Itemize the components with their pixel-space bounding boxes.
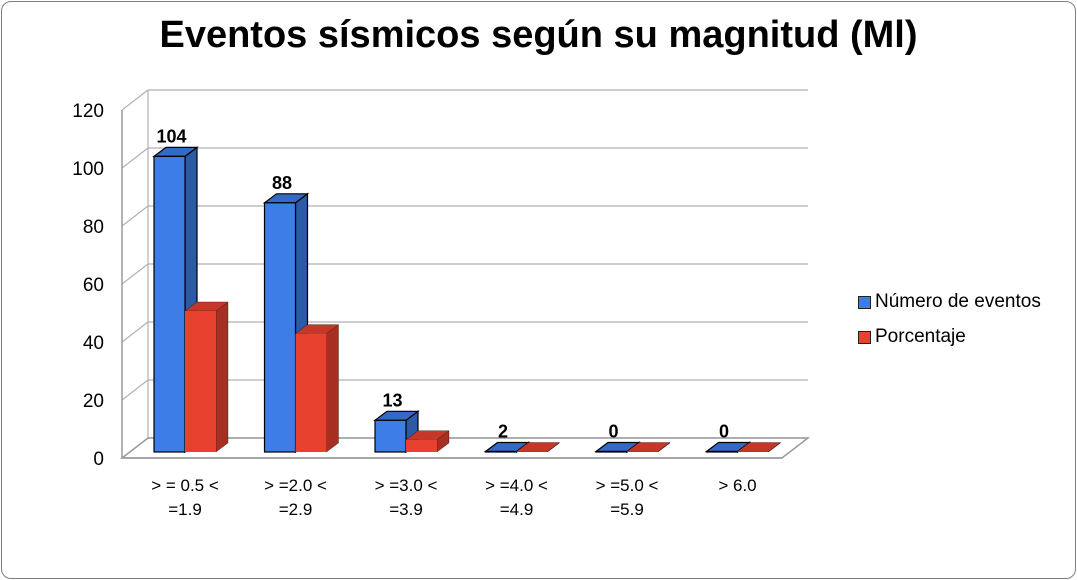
data-label: 2 — [498, 422, 508, 442]
x-category-label-3: > =4.0 < =4.9 — [485, 476, 548, 519]
legend-swatch-eventos — [858, 295, 871, 309]
y-tick-label: 40 — [83, 333, 104, 354]
x-axis-categories: > = 0.5 < =1.9 > =2.0 < =2.9 > =3.0 < =3.9 > =… — [151, 476, 756, 519]
data-label: 0 — [608, 422, 618, 442]
gridline-side — [121, 89, 149, 111]
x-category-label-1: > =2.0 < =2.9 — [264, 476, 327, 519]
x-category-label-0: > = 0.5 < =1.9 — [151, 476, 219, 519]
bar-porcentaje-0 — [184, 301, 229, 453]
y-tick-label: 60 — [83, 275, 104, 296]
legend-item-eventos: Número de eventos — [858, 290, 1041, 314]
legend: Número de eventos Porcentaje — [858, 290, 1041, 360]
y-axis-ticks: 0 20 40 60 80 100 120 — [72, 101, 104, 470]
legend-label-eventos: Número de eventos — [875, 291, 1041, 312]
x-category-label-5: > 6.0 — [718, 476, 756, 495]
x-category-label-2: > =3.0 < =3.9 — [375, 476, 438, 519]
data-label: 0 — [719, 422, 729, 442]
gridline-side — [121, 147, 149, 169]
legend-label-porcentaje: Porcentaje — [875, 326, 966, 347]
x-category-label-4: > =5.0 < =5.9 — [596, 476, 659, 519]
bar-porcentaje-1 — [295, 324, 339, 453]
data-labels: 104 88 13 2 0 0 — [156, 126, 729, 441]
bar-eventos-1 — [262, 192, 310, 454]
chart-title: Eventos sísmicos según su magnitud (Ml) — [159, 14, 918, 56]
data-label: 88 — [272, 173, 292, 193]
gridline-side — [121, 379, 149, 401]
y-tick-label: 120 — [72, 101, 104, 122]
y-tick-label: 20 — [83, 391, 104, 412]
y-tick-label: 100 — [72, 159, 104, 180]
bar-porcentaje-2 — [405, 430, 450, 453]
bar-porcentaje-5 — [737, 442, 781, 453]
legend-item-porcentaje: Porcentaje — [858, 325, 1041, 349]
data-label: 13 — [382, 390, 402, 410]
bar-porcentaje-3 — [516, 442, 560, 453]
bar-porcentaje-4 — [626, 442, 671, 453]
gridline-side — [121, 263, 149, 285]
legend-swatch-porcentaje — [858, 330, 871, 344]
data-label: 104 — [156, 126, 186, 146]
y-tick-label: 0 — [93, 449, 104, 470]
gridline-side — [121, 321, 149, 343]
y-tick-label: 80 — [83, 217, 104, 238]
grid-lines — [119, 89, 811, 459]
gridline-side — [121, 205, 149, 227]
bars — [152, 146, 781, 454]
